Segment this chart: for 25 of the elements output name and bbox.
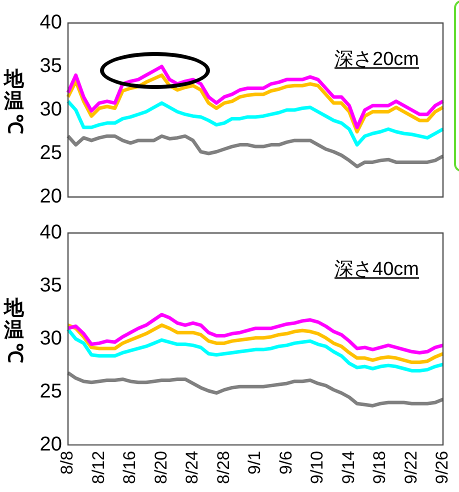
x-tick-label: 8/20 [151, 450, 170, 484]
y-tick-label: 35 [40, 55, 62, 78]
x-tick-label: 9/26 [432, 450, 452, 484]
y-axis-title: 地温℃ [3, 297, 26, 363]
annotation: 深さ40cm [334, 259, 419, 280]
y-tick-label: 35 [40, 274, 62, 296]
y-tick-label: 30 [40, 327, 62, 350]
y-tick-label: 20 [40, 186, 62, 208]
x-tick-label: 9/14 [338, 450, 358, 484]
x-tick-label: 8/16 [120, 450, 140, 484]
x-tick-label: 9/10 [308, 450, 327, 484]
x-tick-label: 9/1 [245, 450, 264, 475]
annotation: 深さ20cm [334, 49, 419, 70]
y-tick-label: 30 [40, 98, 62, 121]
y-tick-label: 40 [40, 12, 62, 34]
x-tick-label: 9/18 [370, 450, 390, 484]
y-tick-label: 40 [40, 222, 62, 244]
y-tick-label: 25 [40, 380, 62, 402]
x-tick-label: 9/22 [401, 450, 420, 484]
x-tick-label: 8/12 [88, 450, 108, 484]
x-tick-label: 8/24 [182, 450, 202, 484]
y-axis-title: 地温℃ [3, 68, 26, 134]
x-tick-label: 8/28 [214, 450, 233, 484]
x-tick-label: 9/6 [276, 450, 296, 475]
y-tick-label: 25 [40, 142, 62, 164]
